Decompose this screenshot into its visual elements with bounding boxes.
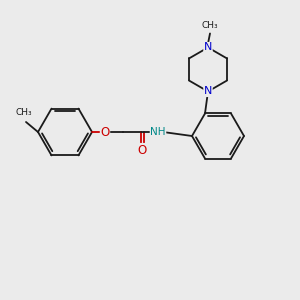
Text: CH₃: CH₃: [202, 22, 218, 31]
Text: N: N: [204, 43, 212, 52]
Text: NH: NH: [150, 127, 166, 137]
Text: O: O: [137, 143, 147, 157]
Text: O: O: [100, 125, 109, 139]
Text: CH₃: CH₃: [16, 108, 32, 117]
Text: N: N: [204, 86, 212, 97]
